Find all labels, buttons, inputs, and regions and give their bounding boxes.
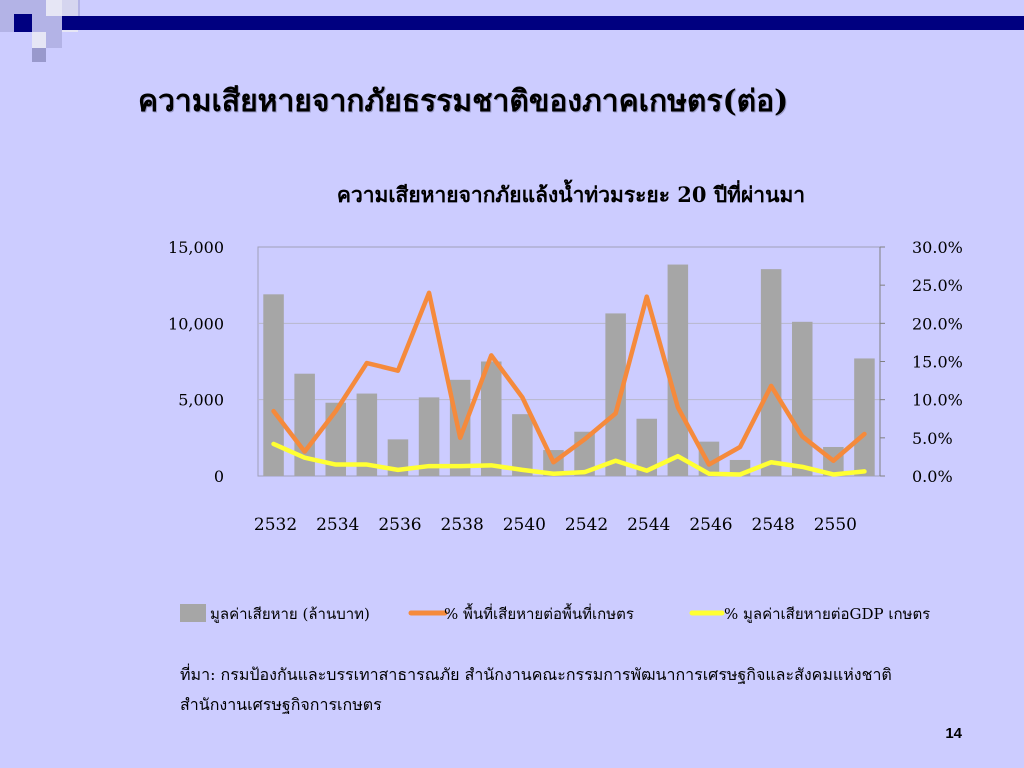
bar xyxy=(791,321,813,476)
deco-square xyxy=(46,32,62,48)
y-left-tick-label: 5,000 xyxy=(178,391,224,410)
bar xyxy=(760,269,782,476)
deco-square xyxy=(62,0,78,16)
page-number: 14 xyxy=(945,725,962,742)
bar xyxy=(263,294,284,476)
deco-square xyxy=(46,0,62,16)
x-tick-label: 2532 xyxy=(254,515,297,535)
bar xyxy=(356,393,378,476)
x-tick-label: 2548 xyxy=(752,515,795,535)
legend-label-bar: มูลค่าเสียหาย (ล้านบาท) xyxy=(210,605,370,623)
bar xyxy=(418,397,440,476)
plot-area xyxy=(257,246,881,477)
source-note: ที่มา: กรมป้องกันและบรรเทาสาธารณภัย สำนั… xyxy=(180,665,892,714)
bar xyxy=(698,441,720,476)
bar xyxy=(636,418,658,476)
deco-square xyxy=(32,32,48,48)
chart: ความเสียหายจากภัยแล้งน้ำท่วมระยะ 20 ปีที… xyxy=(168,179,963,623)
deco-square xyxy=(14,14,32,32)
y-right-tick-label: 5.0% xyxy=(912,429,953,448)
y-right-tick-label: 20.0% xyxy=(912,314,963,333)
deco-square xyxy=(32,48,46,62)
x-tick-label: 2542 xyxy=(565,515,608,535)
series-line-area-pct xyxy=(271,290,867,467)
bar xyxy=(605,313,626,476)
x-tick-label: 2540 xyxy=(503,515,546,535)
y-left-tick-label: 0 xyxy=(214,467,224,486)
y-right-tick-label: 25.0% xyxy=(912,276,963,295)
legend-label-gdp-line: % มูลค่าเสียหายต่อGDP เกษตร xyxy=(724,605,930,623)
bar xyxy=(667,264,689,476)
x-tick-label: 2550 xyxy=(814,515,857,535)
x-tick-label: 2536 xyxy=(378,515,421,535)
title-rule xyxy=(62,16,1024,30)
bar xyxy=(294,373,315,476)
x-tick-label: 2538 xyxy=(441,515,484,535)
x-tick-label: 2546 xyxy=(689,515,732,535)
y-right-tick-label: 10.0% xyxy=(912,391,963,410)
chart-title: ความเสียหายจากภัยแล้งน้ำท่วมระยะ 20 ปีที… xyxy=(337,179,805,207)
series-line-gdp-pct xyxy=(271,441,867,477)
x-tick-label: 2534 xyxy=(316,515,359,535)
y-right-tick-label: 0.0% xyxy=(912,467,953,486)
y-right-tick-label: 30.0% xyxy=(912,238,963,257)
legend-label-area-line: % พื้นที่เสียหายต่อพื้นที่เกษตร xyxy=(444,603,634,623)
bar xyxy=(512,414,533,476)
y-left-tick-label: 10,000 xyxy=(168,314,224,333)
y-right-tick-label: 15.0% xyxy=(912,353,963,372)
x-tick-label: 2544 xyxy=(627,515,670,535)
bar xyxy=(480,361,502,476)
slide-title: ความเสียหายจากภัยธรรมชาติของภาคเกษตร(ต่อ… xyxy=(138,84,789,119)
y-left-tick-label: 15,000 xyxy=(168,238,224,257)
legend-swatch-bar xyxy=(180,604,206,622)
bar xyxy=(854,358,875,476)
